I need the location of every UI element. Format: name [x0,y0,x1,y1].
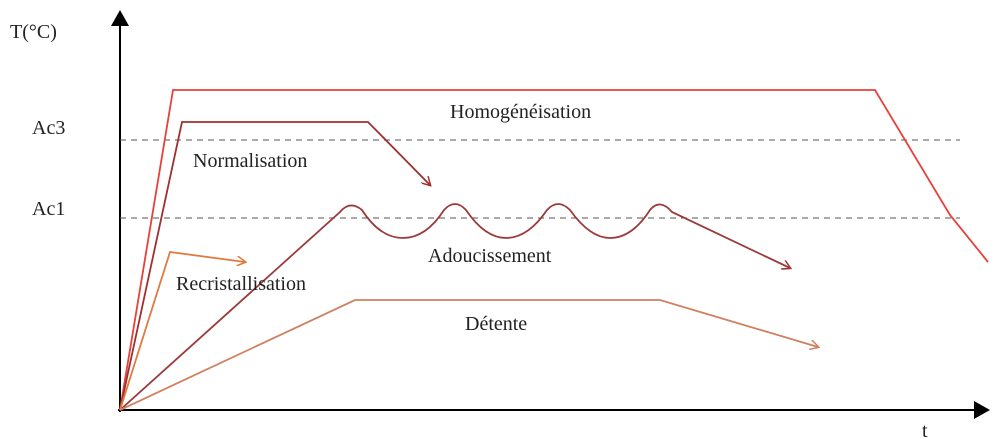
recristallisation-curve [119,251,245,411]
normalisation-curve [119,121,430,411]
homogenisation-curve [119,89,989,411]
curve-label: Homogénéisation [450,101,591,123]
level-label: Ac3 [32,117,65,139]
curve-label: Adoucissement [428,245,552,267]
x-axis-label: t [922,420,928,439]
y-axis-label: T(°C) [10,21,57,43]
detente-curve [119,299,818,411]
curve-label: Normalisation [193,150,307,172]
curve-label: Recristallisation [176,273,306,295]
level-label: Ac1 [32,198,65,220]
adoucissement-curve [119,203,790,411]
curve-label: Détente [465,313,527,335]
